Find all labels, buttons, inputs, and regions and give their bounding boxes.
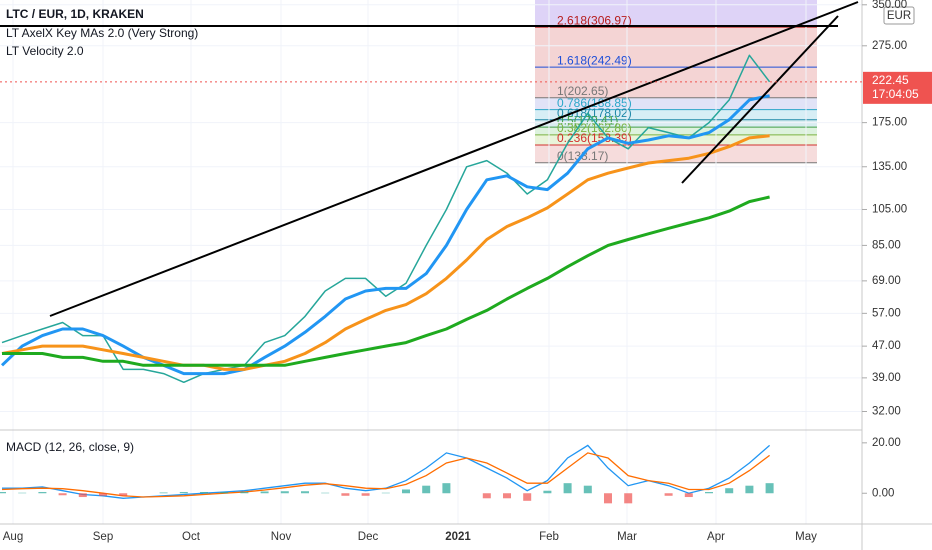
x-tick-label: May [795,531,817,543]
indicator-label: LT AxelX Key MAs 2.0 (Very Strong) [6,26,198,40]
fib-label: 0.236(153.39) [557,131,632,145]
symbol-title: LTC / EUR, 1D, KRAKEN [6,7,144,21]
y-tick-label: 57.00 [872,307,901,319]
currency-badge[interactable] [883,6,915,25]
plot [0,0,862,524]
histogram-bar [280,491,289,494]
trend-line [681,15,839,184]
fib-label: 0.786(188.85) [557,96,632,110]
histogram-bar [179,491,188,494]
series-line [0,94,770,376]
histogram-bar [664,493,673,496]
histogram-bar [684,493,693,498]
x-tick-label: Aug [3,531,23,543]
histogram-bar [99,493,107,496]
histogram-bar [119,493,128,496]
fib-extension-zone [535,27,817,98]
last-price-label: 222.45 [872,73,909,87]
x-tick-label: Apr [707,531,725,543]
fib-band [535,119,817,128]
y-tick-label: 32.00 [872,406,901,418]
histogram-bar [58,493,67,496]
fib-band [535,127,817,135]
x-tick-label: 2021 [445,531,471,543]
histogram-bar [765,483,774,494]
histogram-bar [442,483,451,494]
last-price-badge [863,71,932,104]
histogram-bar [381,492,390,494]
histogram-bar [402,489,410,494]
x-tick-label: Nov [271,531,292,543]
histogram-bar [220,491,229,494]
y-tick-label: 0.00 [872,487,894,499]
fib-band [535,134,817,146]
histogram-bar [725,488,734,494]
histogram-bar [604,493,612,504]
histogram-bar [482,493,491,499]
histogram-bar [583,485,592,494]
y-tick-label: 175.00 [872,117,907,129]
macd-line [1,452,770,498]
histogram-bar [0,491,6,494]
x-tick-label: Mar [617,531,637,543]
histogram-bar [240,491,249,494]
series-line [1,54,771,384]
currency: EUR [887,10,911,22]
series-line [2,195,770,367]
histogram-bar [503,493,511,499]
histogram-bar [523,493,532,501]
trend-line [49,1,859,317]
histogram-bar [543,490,552,494]
y-tick-label: 135.00 [872,161,907,173]
histogram-bar [563,483,572,494]
histogram-bar [159,492,168,494]
fib-label: 0.618(178.02) [557,106,632,120]
y-tick-label: 39.00 [872,372,901,384]
countdown-label: 17:04:05 [872,87,919,101]
macd-title: MACD (12, 26, close, 9) [6,440,134,454]
histogram-bar [745,485,754,494]
x-tick-label: Feb [539,531,559,543]
histogram-bar [321,492,330,494]
histogram-bar [78,493,87,498]
fib-band [535,109,817,120]
fib-label: 1.618(242.49) [557,53,632,67]
y-tick-label: 105.00 [872,204,907,216]
y-tick-label: 275.00 [872,40,907,52]
y-tick-label: 85.00 [872,239,901,251]
y-tick-label: 350.00 [872,0,907,11]
histogram-bar [422,485,431,494]
fib-band [535,145,817,163]
fib-label: 1(202.65) [557,84,608,98]
y-tick-label: 47.00 [872,340,901,352]
histogram-bar [361,493,370,496]
histogram-bar [301,491,309,494]
histogram-bar [624,493,633,504]
x-tick-label: Oct [182,531,201,543]
histogram-bar [38,491,47,494]
histogram-bar [705,491,713,494]
x-tick-label: Sep [93,531,113,543]
fib-label: 0.5(170.41) [557,113,618,127]
histogram-bar [200,491,208,494]
indicator-label: LT Velocity 2.0 [6,44,84,58]
histogram-bar [18,492,27,494]
y-tick-label: 69.00 [872,275,901,287]
histogram-bar [341,493,350,496]
series-line [1,134,770,371]
fib-label: 2.618(306.97) [557,13,632,27]
y-tick-label: 20.00 [872,437,901,449]
fib-band [535,97,817,110]
x-tick-label: Dec [358,531,379,543]
histogram-bar [260,491,269,494]
